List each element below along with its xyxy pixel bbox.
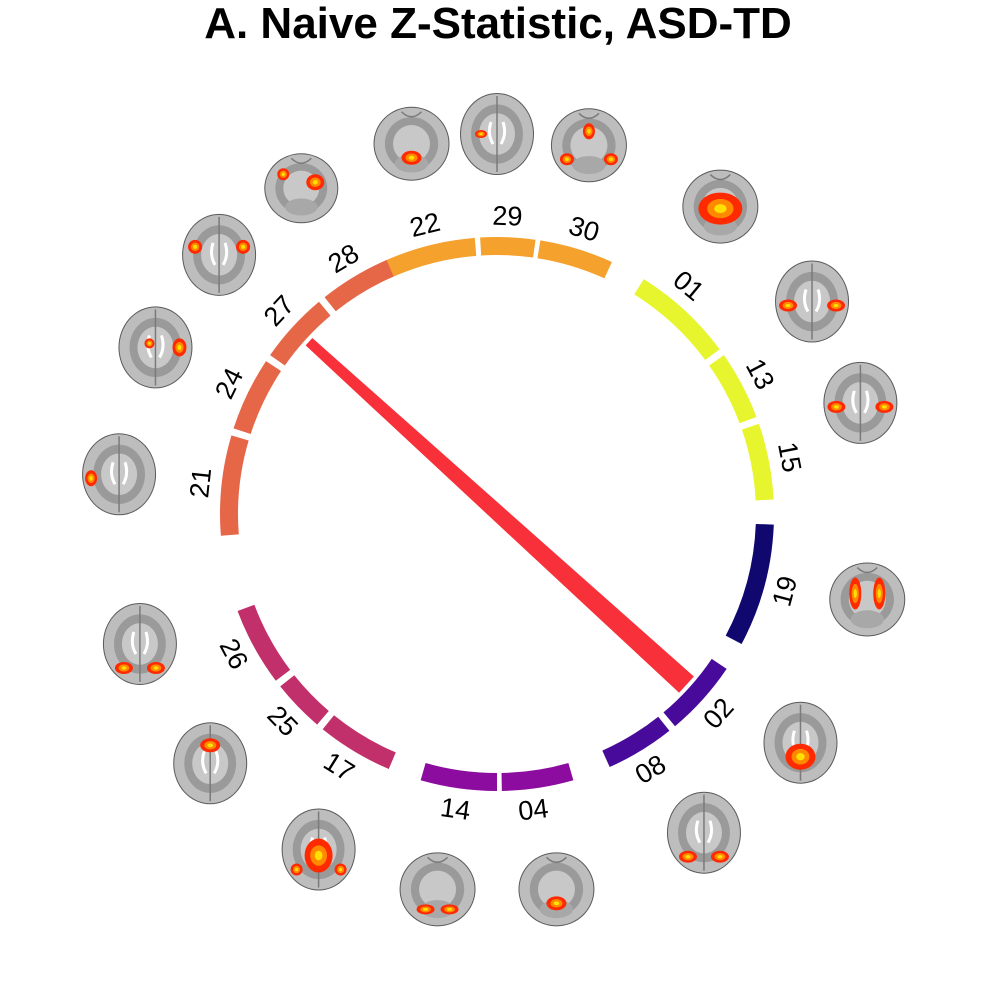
node-arc-30	[537, 240, 612, 279]
node-arc-22	[385, 237, 477, 278]
brain-thumbnail-24	[118, 306, 193, 389]
brain-thumbnail-22	[373, 106, 450, 181]
brain-thumbnail-08	[666, 791, 741, 874]
brain-thumbnail-21	[82, 433, 157, 516]
brain-thumbnail-27	[182, 213, 257, 296]
node-label-24: 24	[209, 363, 249, 403]
node-arc-26	[237, 604, 291, 681]
brain-thumbnail-ring	[82, 93, 906, 927]
node-arc-14	[420, 762, 497, 791]
brain-thumbnail-13	[775, 260, 850, 343]
node-arc-15	[741, 423, 774, 501]
node-arc-25	[280, 675, 329, 725]
node-label-28: 28	[323, 238, 364, 279]
node-label-08: 08	[630, 749, 671, 790]
node-label-21: 21	[184, 466, 217, 499]
brain-thumbnail-14	[399, 852, 476, 927]
node-label-22: 22	[407, 207, 443, 243]
brain-thumbnail-25	[173, 722, 248, 805]
node-arc-28	[324, 259, 394, 312]
brain-thumbnail-02	[763, 701, 838, 784]
figure-title: A. Naive Z-Statistic, ASD-TD	[204, 0, 792, 48]
node-label-13: 13	[740, 354, 781, 395]
brain-thumbnail-29	[460, 93, 534, 175]
node-arc-13	[709, 355, 757, 424]
node-label-01: 01	[667, 265, 709, 307]
node-arc-02	[663, 658, 727, 727]
connection-layer	[305, 338, 694, 693]
node-label-27: 27	[258, 290, 300, 332]
node-label-26: 26	[214, 634, 255, 675]
node-label-19: 19	[766, 573, 803, 610]
node-label-17: 17	[318, 746, 359, 787]
brain-thumbnail-28	[264, 153, 339, 224]
node-arc-24	[233, 361, 282, 434]
node-arc-21	[219, 435, 249, 536]
node-arc-27	[270, 301, 331, 366]
node-arc-04	[501, 762, 574, 791]
node-label-29: 29	[492, 201, 523, 232]
brain-thumbnail-04	[518, 852, 595, 927]
node-arc-29	[480, 236, 536, 258]
brain-thumbnail-30	[550, 108, 627, 183]
connection-27-02	[305, 338, 694, 693]
brain-thumbnail-26	[102, 602, 177, 685]
brain-thumbnail-17	[281, 808, 356, 891]
brain-thumbnail-19	[829, 562, 906, 637]
node-label-14: 14	[439, 792, 473, 826]
node-label-30: 30	[565, 210, 603, 247]
node-label-04: 04	[517, 793, 550, 826]
node-arc-17	[322, 715, 396, 769]
node-arc-08	[602, 716, 670, 768]
node-arc-19	[725, 523, 774, 645]
node-label-15: 15	[772, 440, 807, 475]
node-label-02: 02	[697, 692, 739, 734]
brain-thumbnail-01	[682, 169, 759, 244]
brain-thumbnail-15	[823, 361, 898, 444]
node-arc-ring	[219, 236, 774, 791]
node-arc-01	[634, 279, 720, 360]
